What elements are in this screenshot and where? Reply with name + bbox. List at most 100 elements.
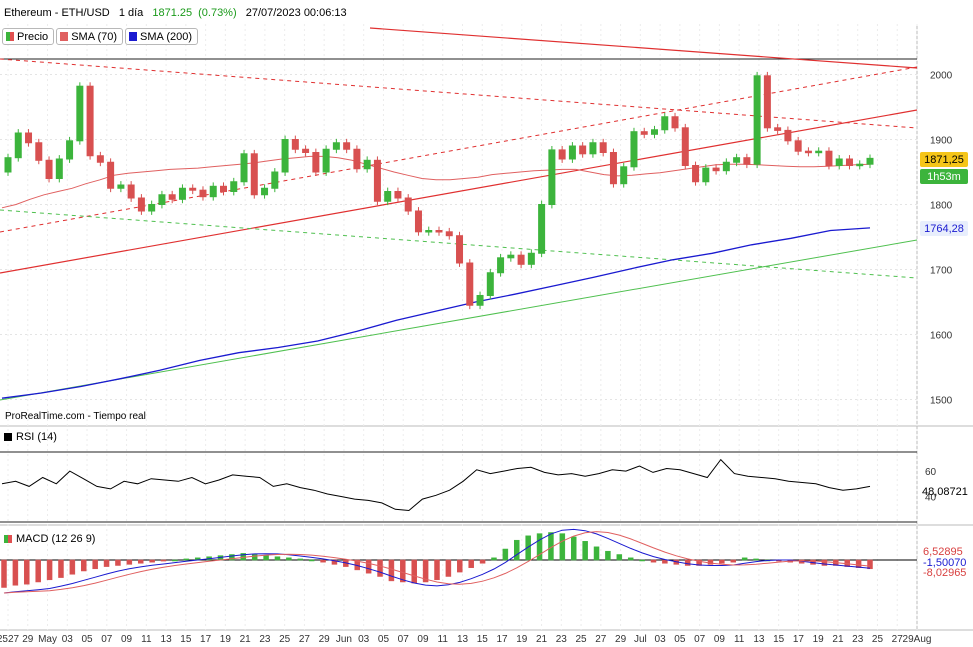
candle-body <box>497 257 505 274</box>
time-tick-label: 27 <box>595 634 607 645</box>
time-tick-label: 23 <box>556 634 568 645</box>
indicator-legend: Precio SMA (70) SMA (200) <box>2 28 199 45</box>
candle-body <box>86 85 94 157</box>
price-panel <box>0 24 917 426</box>
legend-sma200-label: SMA (200) <box>140 30 193 43</box>
macd-histogram-bar <box>308 559 315 562</box>
macd-histogram-bar <box>400 559 406 583</box>
macd-histogram-bar <box>58 559 64 578</box>
candle-body <box>230 181 238 192</box>
time-tick-label: 05 <box>81 634 93 645</box>
time-tick-label: 05 <box>378 634 390 645</box>
candle-body <box>651 129 658 135</box>
candle-body <box>671 116 679 129</box>
sma200-swatch-icon <box>129 32 138 41</box>
candle-body <box>722 161 730 172</box>
macd-histogram-bar <box>582 541 588 561</box>
candle-body <box>137 197 145 212</box>
macd-histogram-bar <box>251 554 258 561</box>
macd-histogram-bar <box>502 548 509 561</box>
macd-histogram-bar <box>377 559 383 577</box>
time-tick-label: 25 <box>576 634 588 645</box>
macd-histogram-bar <box>126 559 133 565</box>
rsi-line <box>1 458 871 512</box>
rsi-tick-label: 60 <box>925 467 937 478</box>
macd-histogram-bar <box>753 558 759 561</box>
candle-body <box>322 148 330 173</box>
macd-histogram-bar <box>422 559 429 583</box>
macd-swatch-icon <box>4 535 12 543</box>
macd-histogram-bar <box>468 559 474 568</box>
macd-value-3: -8,02965 <box>923 567 967 579</box>
candle-body <box>271 171 279 189</box>
macd-histogram-bar <box>183 558 190 561</box>
candle-body <box>25 132 33 144</box>
macd-histogram-bar <box>388 559 395 582</box>
candle-body <box>743 157 751 165</box>
candle-body <box>681 127 689 167</box>
candle-body <box>240 153 248 183</box>
macd-line <box>3 528 871 594</box>
time-tick-label: 15 <box>477 634 489 645</box>
time-tick-label: 29 <box>615 634 627 645</box>
macd-histogram-bar <box>445 559 452 577</box>
timer-tag: 1h53m <box>920 169 968 184</box>
time-tick-label: 15 <box>180 634 192 645</box>
candle-body <box>261 187 269 196</box>
legend-price[interactable]: Precio <box>2 28 55 45</box>
macd-histogram-bar <box>639 559 645 562</box>
time-tick-label: 07 <box>398 634 410 645</box>
rsi-value-tag: 48,08721 <box>922 486 968 498</box>
macd-value-1: 6,52895 <box>923 546 963 558</box>
macd-histogram-bar <box>137 559 144 564</box>
price-change: (0.73%) <box>198 7 237 19</box>
macd-histogram-bar <box>297 558 304 561</box>
candle-body <box>76 85 84 142</box>
candle-body <box>384 191 392 202</box>
legend-sma200[interactable]: SMA (200) <box>125 28 199 45</box>
price-tick-label: 1800 <box>930 201 953 212</box>
candle-body <box>404 197 412 212</box>
macd-histogram-bar <box>160 559 167 562</box>
sma70-swatch-icon <box>60 32 69 41</box>
candle-body <box>302 148 310 153</box>
candle-body <box>435 230 443 233</box>
macd-histogram-bar <box>741 557 748 561</box>
candle-body <box>486 272 494 296</box>
candle-body <box>630 131 638 168</box>
candle-body <box>856 163 864 167</box>
candle-body <box>825 150 833 166</box>
macd-histogram-bar <box>274 556 281 561</box>
price-tag: 1871,25 <box>920 152 968 167</box>
candle-body <box>558 149 566 160</box>
price-tick-label: 2000 <box>930 71 953 82</box>
candle-body <box>199 189 207 198</box>
price-tick-label: 1700 <box>930 266 953 277</box>
macd-histogram-bar <box>229 554 235 561</box>
sma200-line <box>1 227 871 399</box>
time-tick-label: 17 <box>793 634 805 645</box>
macd-histogram-bar <box>627 557 634 561</box>
time-tick-label: 13 <box>161 634 173 645</box>
time-tick-label: 29Aug <box>903 634 932 645</box>
legend-sma70[interactable]: SMA (70) <box>56 28 124 45</box>
macd-histogram-bar <box>605 550 611 561</box>
candle-body <box>763 75 771 129</box>
time-tick-label: 29 <box>22 634 34 645</box>
time-tick-label: 11 <box>438 634 449 645</box>
candle-body <box>620 166 628 185</box>
candle-body <box>148 204 156 212</box>
macd-histogram-bar <box>479 559 486 564</box>
trendline-red-upper <box>369 27 918 69</box>
macd-histogram-bar <box>1 559 7 588</box>
time-tick-label: 09 <box>714 634 726 645</box>
macd-label: MACD (12 26 9) <box>16 533 96 545</box>
time-tick-label: 09 <box>417 634 429 645</box>
candle-body <box>96 155 104 163</box>
macd-histogram-bar <box>35 559 41 583</box>
candle-body <box>815 150 823 154</box>
candle-body <box>507 254 515 259</box>
macd-histogram-bar <box>525 535 531 561</box>
rsi-legend[interactable]: RSI (14) <box>4 431 57 443</box>
macd-legend[interactable]: MACD (12 26 9) <box>4 533 95 545</box>
